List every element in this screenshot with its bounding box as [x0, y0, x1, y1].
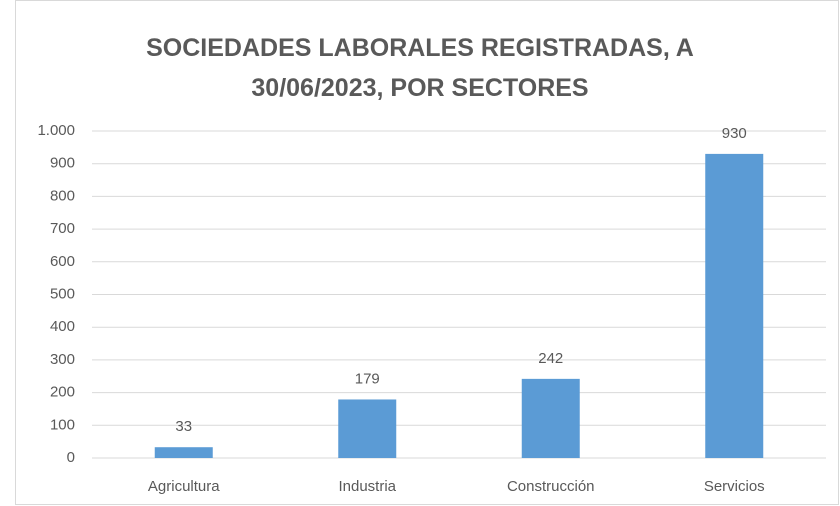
y-tick-label: 500 — [50, 285, 75, 302]
data-label: 930 — [722, 125, 747, 142]
y-tick-label: 800 — [50, 187, 75, 204]
data-label: 179 — [355, 370, 380, 387]
bar — [154, 447, 213, 458]
chart-title: SOCIEDADES LABORALES REGISTRADAS, A 30/0… — [146, 34, 694, 102]
y-tick-label: 100 — [50, 416, 75, 433]
y-tick-label: 200 — [50, 384, 75, 401]
x-tick-label: Agricultura — [148, 478, 220, 495]
data-label: 33 — [175, 418, 192, 435]
chart-border — [15, 0, 839, 505]
y-tick-label: 600 — [50, 253, 75, 270]
x-tick-label: Construcción — [507, 478, 595, 495]
bar — [521, 378, 580, 458]
y-tick-label: 0 — [67, 449, 75, 466]
x-tick-label: Industria — [338, 478, 396, 495]
data-label: 242 — [538, 350, 563, 367]
x-tick-label: Servicios — [704, 478, 765, 495]
y-tick-label: 300 — [50, 351, 75, 368]
bar — [705, 153, 764, 458]
y-tick-label: 700 — [50, 220, 75, 237]
bar — [338, 399, 397, 458]
y-tick-label: 1.000 — [37, 122, 75, 139]
y-tick-label: 900 — [50, 155, 75, 172]
y-tick-label: 400 — [50, 318, 75, 335]
